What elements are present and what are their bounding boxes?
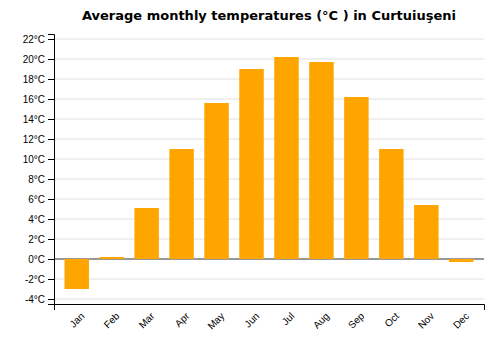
x-tick-label: Jul [280, 310, 297, 327]
bar [64, 259, 88, 289]
y-tick-label: 14°C [23, 114, 45, 125]
y-tick-label: 0°C [28, 254, 45, 265]
x-tick: Dec [451, 310, 471, 330]
y-tick-label: 6°C [28, 194, 45, 205]
x-tick: Jul [280, 310, 297, 327]
y-tick-mark [48, 159, 54, 160]
y-tick-mark [48, 59, 54, 60]
y-tick-label: 8°C [28, 174, 45, 185]
bar [204, 103, 228, 259]
x-tick: Sep [346, 310, 367, 331]
y-tick: 8°C [28, 174, 54, 185]
y-tick: -4°C [25, 294, 54, 305]
y-tick-label: 4°C [28, 214, 45, 225]
x-tick-label: Jun [242, 310, 261, 329]
chart: -4°C -2°C 0°C 2°C 4°C 6°C 8°C 10°C 12°C 14°C 16°C 1… [0, 0, 500, 350]
y-tick: -2°C [25, 274, 54, 285]
bars [64, 57, 473, 289]
y-tick-mark [48, 179, 54, 180]
y-tick-mark [48, 199, 54, 200]
title: Average monthly temperatures (°C ) in Cu… [82, 8, 456, 23]
y-tick-mark [48, 139, 54, 140]
x-tick-label: May [205, 310, 226, 331]
grid-line [54, 179, 484, 180]
x-tick: Aug [311, 310, 331, 330]
bar [309, 62, 333, 259]
y-tick: 14°C [23, 114, 54, 125]
y-tick-label: -2°C [25, 274, 45, 285]
y-tick: 6°C [28, 194, 54, 205]
y-tick-mark [48, 99, 54, 100]
bar [414, 205, 438, 259]
y-tick-label: 12°C [23, 134, 45, 145]
x-tick-label: Mar [137, 310, 157, 330]
x-tick-label: Jan [67, 310, 86, 329]
x-tick: Mar [137, 310, 157, 330]
y-tick-label: 22°C [23, 34, 45, 45]
x-axis-line [55, 305, 485, 311]
y-tick-mark [48, 219, 54, 220]
bar [239, 69, 263, 259]
y-tick: 16°C [23, 94, 54, 105]
x-tick-label: Feb [102, 310, 122, 330]
y-tick-label: 10°C [23, 154, 45, 165]
y-tick-mark [48, 119, 54, 120]
y-tick: 2°C [28, 234, 54, 245]
grid-line [54, 279, 484, 280]
bar [169, 149, 193, 259]
grid-line [54, 299, 484, 300]
bar [274, 57, 298, 259]
bar [379, 149, 403, 259]
bar [134, 208, 158, 259]
y-tick: 12°C [23, 134, 54, 145]
y-tick: 0°C [28, 254, 54, 265]
y-tick: 10°C [23, 154, 54, 165]
bar [99, 257, 123, 259]
grid-line [54, 199, 484, 200]
x-tick: Jan [67, 310, 86, 329]
x-tick: Apr [173, 310, 192, 329]
y-tick-mark [48, 299, 54, 300]
y-tick: 20°C [23, 54, 54, 65]
x-tick: Feb [102, 310, 122, 330]
grid-line [54, 139, 484, 140]
plot: -4°C -2°C 0°C 2°C 4°C 6°C 8°C 10°C 12°C 14°C 16°C 1… [23, 34, 485, 332]
y-tick-mark [48, 259, 54, 260]
grid-line [54, 119, 484, 120]
y-tick-mark [48, 79, 54, 80]
y-tick-label: 2°C [28, 234, 45, 245]
x-tick: May [205, 310, 226, 331]
grid-line [54, 39, 484, 40]
y-tick-label: 16°C [23, 94, 45, 105]
y-axis-line [48, 35, 55, 305]
x-tick-label: Sep [346, 310, 367, 331]
y-tick: 22°C [23, 34, 54, 45]
y-tick-mark [48, 39, 54, 40]
x-tick-label: Dec [451, 310, 471, 330]
y-tick-mark [48, 279, 54, 280]
y-axis: -4°C -2°C 0°C 2°C 4°C 6°C 8°C 10°C 12°C 14°C 16°C 1… [23, 34, 55, 305]
grid-line [54, 99, 484, 100]
y-tick: 4°C [28, 214, 54, 225]
y-tick-label: 20°C [23, 54, 45, 65]
x-axis: Jan Feb Mar Apr May Jun Jul Aug Sep Oct Nov Dec [55, 305, 485, 332]
grid-line [54, 59, 484, 60]
grid [54, 39, 484, 299]
bar [344, 97, 368, 259]
x-tick: Nov [416, 310, 436, 330]
x-tick-label: Oct [382, 310, 401, 329]
y-tick: 18°C [23, 74, 54, 85]
x-tick-label: Nov [416, 310, 436, 330]
x-tick: Jun [242, 310, 261, 329]
y-tick-label: -4°C [25, 294, 45, 305]
x-tick-label: Apr [173, 310, 192, 329]
grid-line [54, 79, 484, 80]
x-tick-label: Aug [311, 310, 331, 330]
x-tick: Oct [382, 310, 401, 329]
bar [449, 259, 473, 262]
grid-line [54, 159, 484, 160]
y-tick-label: 18°C [23, 74, 45, 85]
y-tick-mark [48, 239, 54, 240]
